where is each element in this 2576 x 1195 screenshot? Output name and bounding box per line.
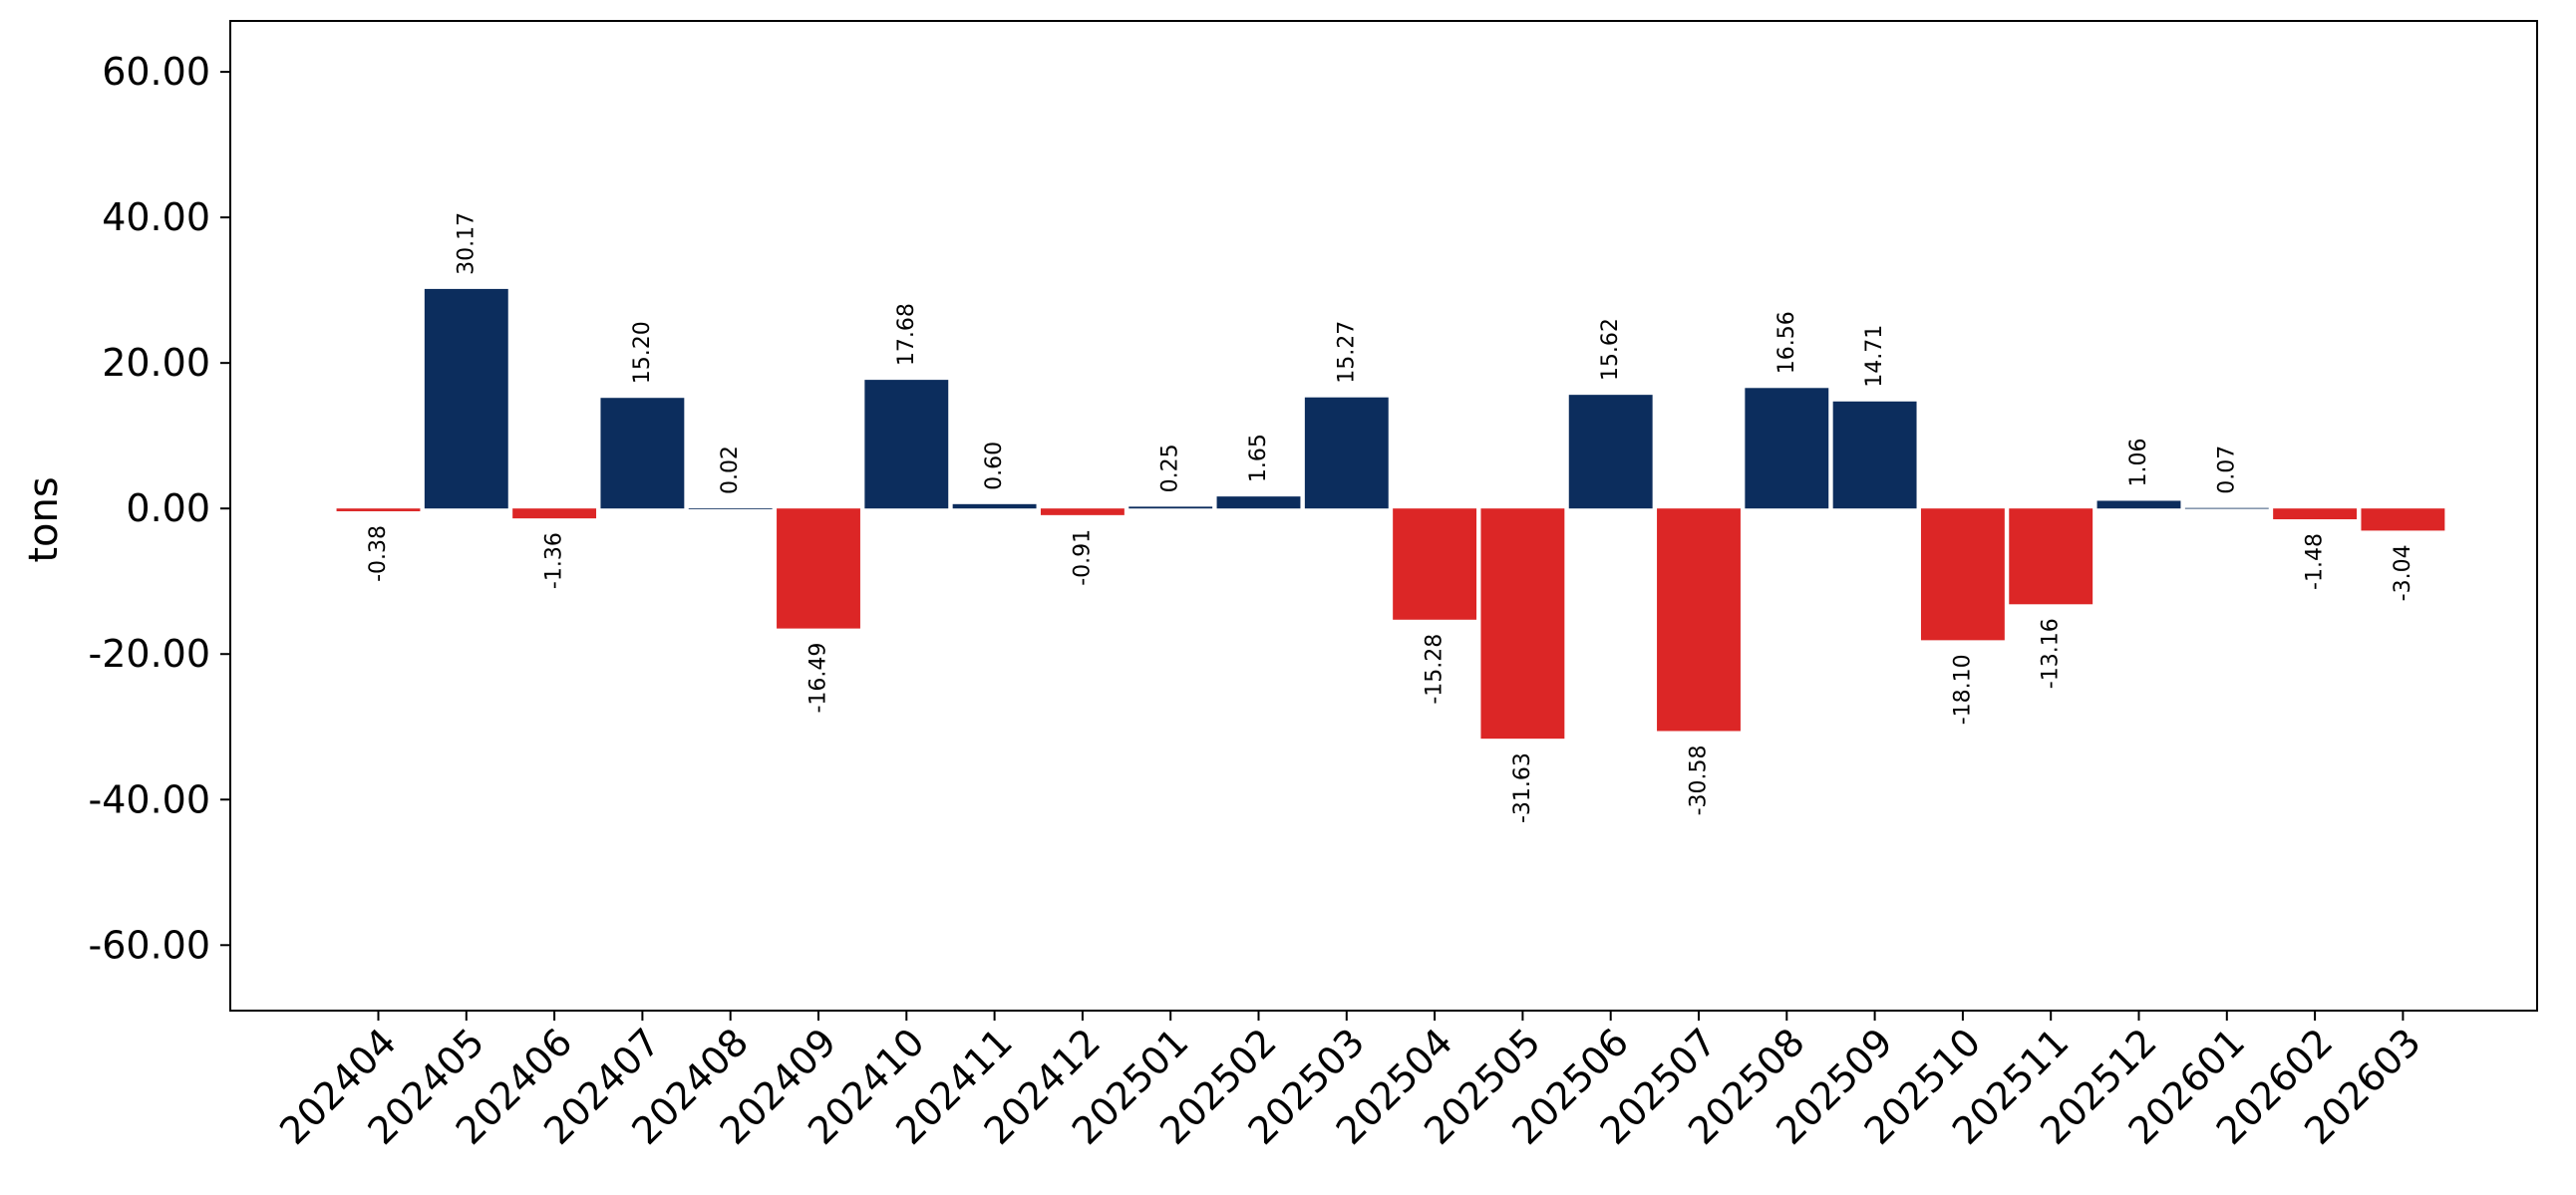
y-tick-label-60: 60.00 — [102, 50, 210, 94]
bar-202602 — [2273, 508, 2358, 520]
bar-202603 — [2361, 508, 2445, 531]
bar-202511 — [2009, 508, 2093, 605]
bar-202405 — [424, 288, 508, 509]
bar-202601 — [2184, 507, 2269, 509]
bar-202506 — [1568, 395, 1653, 509]
value-label-202602: -1.48 — [2303, 533, 2328, 590]
value-label-202503: 15.27 — [1334, 321, 1359, 384]
value-label-202506: 15.62 — [1598, 318, 1623, 381]
value-label-202412: -0.91 — [1070, 529, 1095, 586]
bar-202411 — [952, 503, 1037, 509]
bar-202505 — [1480, 508, 1565, 740]
bar-202409 — [777, 508, 860, 629]
bar-202504 — [1393, 508, 1477, 620]
bar-202512 — [2096, 500, 2181, 509]
bar-202510 — [1920, 508, 2005, 641]
value-label-202511: -13.16 — [2039, 618, 2064, 689]
bar-202508 — [1745, 388, 1829, 509]
y-axis-title: tons — [21, 476, 67, 562]
bars-layer — [336, 288, 2445, 740]
bar-202502 — [1216, 496, 1301, 509]
y-axis: -60.00 -40.00 -20.00 0.00 20.00 40.00 60.00 — [89, 50, 230, 967]
y-tick-label--20: -20.00 — [89, 632, 211, 676]
value-label-202410: 17.68 — [894, 303, 919, 366]
value-label-202508: 16.56 — [1774, 311, 1799, 374]
y-tick-label--40: -40.00 — [89, 777, 211, 821]
value-label-202404: -0.38 — [366, 525, 391, 582]
value-label-202603: -3.04 — [2391, 544, 2415, 601]
bar-202407 — [600, 398, 685, 509]
value-label-202411: 0.60 — [982, 442, 1007, 490]
y-tick-label--60: -60.00 — [89, 923, 211, 967]
value-label-202512: 1.06 — [2126, 438, 2151, 486]
data-labels-layer: -0.38 30.17 -1.36 15.20 0.02 -16.49 17.68 0.60 -… — [366, 212, 2415, 823]
value-label-202407: 15.20 — [630, 321, 655, 384]
bar-202408 — [688, 508, 773, 509]
bar-202412 — [1040, 508, 1125, 515]
bar-202507 — [1657, 508, 1741, 732]
value-label-202502: 1.65 — [1246, 434, 1271, 482]
plot-area-frame — [229, 20, 2538, 1012]
value-label-202501: 0.25 — [1158, 444, 1183, 492]
bar-202404 — [336, 508, 421, 511]
bar-202406 — [512, 508, 597, 519]
value-label-202504: -15.28 — [1423, 634, 1448, 705]
y-tick-label-40: 40.00 — [102, 195, 210, 239]
bar-202410 — [864, 380, 949, 509]
value-label-202408: 0.02 — [718, 446, 743, 494]
value-label-202505: -31.63 — [1510, 752, 1535, 823]
value-label-202510: -18.10 — [1950, 654, 1975, 725]
value-label-202406: -1.36 — [542, 532, 567, 589]
bar-202509 — [1832, 401, 1917, 509]
bar-202501 — [1128, 506, 1213, 509]
value-label-202601: 0.07 — [2214, 446, 2239, 494]
y-tick-label-0: 0.00 — [126, 486, 210, 530]
value-label-202507: -30.58 — [1687, 745, 1712, 815]
value-label-202405: 30.17 — [454, 212, 479, 275]
value-label-202509: 14.71 — [1862, 325, 1887, 388]
bar-202503 — [1304, 397, 1389, 509]
value-label-202409: -16.49 — [806, 643, 831, 714]
y-tick-label-20: 20.00 — [102, 341, 210, 385]
